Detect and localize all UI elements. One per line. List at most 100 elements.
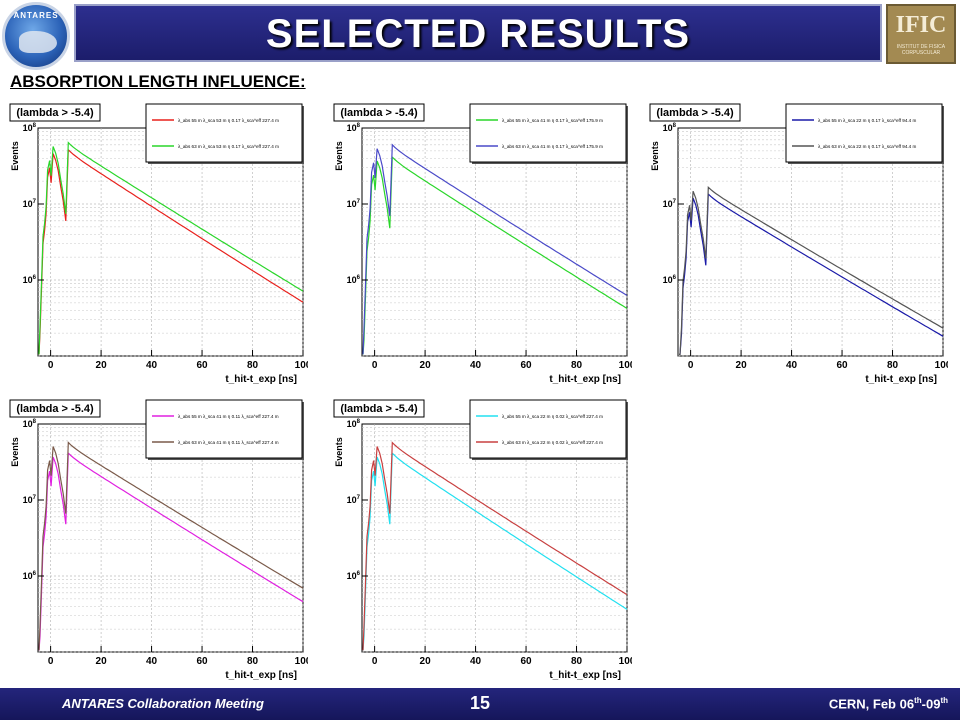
cut-tag-label: (lambda > -5.4) <box>16 403 94 415</box>
x-tick-label: 40 <box>470 360 482 371</box>
legend-label-2: λ_abs 63 m λ_sca 41 m η 0.17 λ_sca^eff 1… <box>502 144 603 149</box>
legend-label-1: λ_abs 55 m λ_sca 22 m η 0.17 λ_sca^eff 9… <box>818 118 917 123</box>
y-tick-exponent: 8 <box>33 419 37 425</box>
y-tick-label: 107 <box>663 199 677 209</box>
x-tick-label: 0 <box>48 360 54 371</box>
x-tick-label: 20 <box>96 360 108 371</box>
plot-frame <box>677 127 944 357</box>
y-tick-label: 106 <box>23 571 37 581</box>
y-tick-exponent: 8 <box>673 123 677 129</box>
series-line-1 <box>679 192 944 355</box>
x-tick-label: 100 <box>295 656 308 667</box>
cut-tag-box <box>9 103 101 122</box>
series-line-1 <box>38 148 304 355</box>
x-tick-label: 40 <box>470 656 482 667</box>
x-tick-label: 60 <box>520 656 532 667</box>
x-tick-label: 60 <box>836 360 848 371</box>
y-axis-label: Events <box>334 141 344 171</box>
footer-place-date: CERN, Feb 06th-09th <box>829 696 948 711</box>
y-axis-label: Events <box>10 141 20 171</box>
x-tick-label: 100 <box>295 360 308 371</box>
y-tick-label: 108 <box>23 123 37 133</box>
x-tick-label: 20 <box>420 360 432 371</box>
y-tick-exponent: 7 <box>33 495 37 501</box>
y-tick-exponent: 6 <box>357 275 361 281</box>
page-title: SELECTED RESULTS <box>265 12 691 56</box>
plot-frame <box>37 127 304 357</box>
x-tick-label: 20 <box>96 656 108 667</box>
x-tick-label: 80 <box>247 656 259 667</box>
y-axis-label: Events <box>650 141 660 171</box>
legend-label-1: λ_abs 55 m λ_sca 41 m η 0.11 λ_sca^eff 2… <box>178 414 279 419</box>
x-axis-label: t_hit-t_exp [ns] <box>549 670 621 681</box>
x-tick-label: 20 <box>420 656 432 667</box>
legend-box <box>145 399 303 459</box>
legend-label-1: λ_abs 55 m λ_sca 22 m η 0.02 λ_sca^eff 2… <box>502 414 603 419</box>
cut-tag-label: (lambda > -5.4) <box>16 107 94 119</box>
x-tick-label: 0 <box>48 656 54 667</box>
cut-tag-label: (lambda > -5.4) <box>340 403 418 415</box>
y-tick-label: 108 <box>347 419 361 429</box>
legend-label-1: λ_abs 55 m λ_sca 41 m η 0.17 λ_sca^eff 1… <box>502 118 603 123</box>
ific-logo-text: IFIC <box>895 12 947 38</box>
legend-label-2: λ_abs 63 m λ_sca 22 m η 0.17 λ_sca^eff 9… <box>818 144 917 149</box>
x-tick-label: 0 <box>688 360 694 371</box>
chart-panel-2: 106 107 108 0 20 40 60 80 100 Events t_hit-t_exp [… <box>332 102 632 394</box>
chart-3: 106 107 108 0 20 40 60 80 100 Events t_hit-t_exp [… <box>648 102 948 394</box>
legend-box <box>785 103 943 163</box>
section-title: ABSORPTION LENGTH INFLUENCE: <box>10 72 306 91</box>
y-tick-label: 107 <box>347 199 361 209</box>
antares-logo: ANTARES <box>2 2 70 70</box>
footer-sup-1: th <box>914 696 922 705</box>
series-line-1 <box>38 451 304 651</box>
y-tick-label: 107 <box>347 495 361 505</box>
legend-box <box>469 103 627 163</box>
plot-frame <box>37 423 304 653</box>
x-tick-label: 20 <box>736 360 748 371</box>
x-tick-label: 60 <box>196 656 208 667</box>
chart-panel-4: 106 107 108 0 20 40 60 80 100 Events t_hit-t_exp [… <box>8 398 308 690</box>
cut-tag-label: (lambda > -5.4) <box>656 107 734 119</box>
cut-tag-box <box>9 399 101 418</box>
chart-1: 106 107 108 0 20 40 60 80 100 Events t_hit-t_exp [… <box>8 102 308 394</box>
y-tick-exponent: 8 <box>357 123 361 129</box>
legend-label-2: λ_abs 63 m λ_sca 41 m η 0.11 λ_sca^eff 2… <box>178 440 279 445</box>
page-number: 15 <box>469 693 491 713</box>
footer-sup-2: th <box>940 696 948 705</box>
plot-frame <box>361 423 628 653</box>
y-tick-label: 106 <box>347 275 361 285</box>
y-tick-exponent: 7 <box>673 199 677 205</box>
title-bar: SELECTED RESULTS <box>74 4 882 62</box>
x-tick-label: 100 <box>619 360 632 371</box>
x-axis-label: t_hit-t_exp [ns] <box>865 374 937 385</box>
x-tick-label: 100 <box>619 656 632 667</box>
ific-logo: IFIC INSTITUT DE FISICA CORPUSCULAR <box>886 4 956 64</box>
x-axis-label: t_hit-t_exp [ns] <box>549 374 621 385</box>
series-line-1 <box>362 155 628 355</box>
legend-label-2: λ_abs 63 m λ_sca 53 m η 0.17 λ_sca^eff 2… <box>178 144 279 149</box>
x-tick-label: 0 <box>372 360 378 371</box>
series-line-2 <box>38 141 304 355</box>
ific-logo-subtext: INSTITUT DE FISICA CORPUSCULAR <box>896 44 946 56</box>
x-tick-label: 0 <box>372 656 378 667</box>
footer-bar: ANTARES Collaboration Meeting 15 CERN, F… <box>0 688 960 720</box>
chart-panel-5: 106 107 108 0 20 40 60 80 100 Events t_hit-t_exp [… <box>332 398 632 690</box>
x-tick-label: 100 <box>935 360 948 371</box>
x-tick-label: 40 <box>786 360 798 371</box>
x-axis-label: t_hit-t_exp [ns] <box>225 374 297 385</box>
y-tick-exponent: 6 <box>33 275 37 281</box>
series-line-2 <box>362 143 628 355</box>
y-tick-exponent: 8 <box>33 123 37 129</box>
x-tick-label: 60 <box>520 360 532 371</box>
y-axis-label: Events <box>10 437 20 467</box>
legend-label-2: λ_abs 63 m λ_sca 22 m η 0.02 λ_sca^eff 2… <box>502 440 603 445</box>
y-tick-exponent: 7 <box>357 495 361 501</box>
y-tick-label: 108 <box>23 419 37 429</box>
footer-meeting: ANTARES Collaboration Meeting <box>62 696 264 711</box>
chart-panel-3: 106 107 108 0 20 40 60 80 100 Events t_hit-t_exp [… <box>648 102 948 394</box>
y-tick-exponent: 6 <box>33 571 37 577</box>
y-tick-exponent: 7 <box>33 199 37 205</box>
legend-label-1: λ_abs 55 m λ_sca 53 m η 0.17 λ_sca^eff 2… <box>178 118 279 123</box>
chart-4: 106 107 108 0 20 40 60 80 100 Events t_hit-t_exp [… <box>8 398 308 690</box>
x-tick-label: 80 <box>247 360 259 371</box>
